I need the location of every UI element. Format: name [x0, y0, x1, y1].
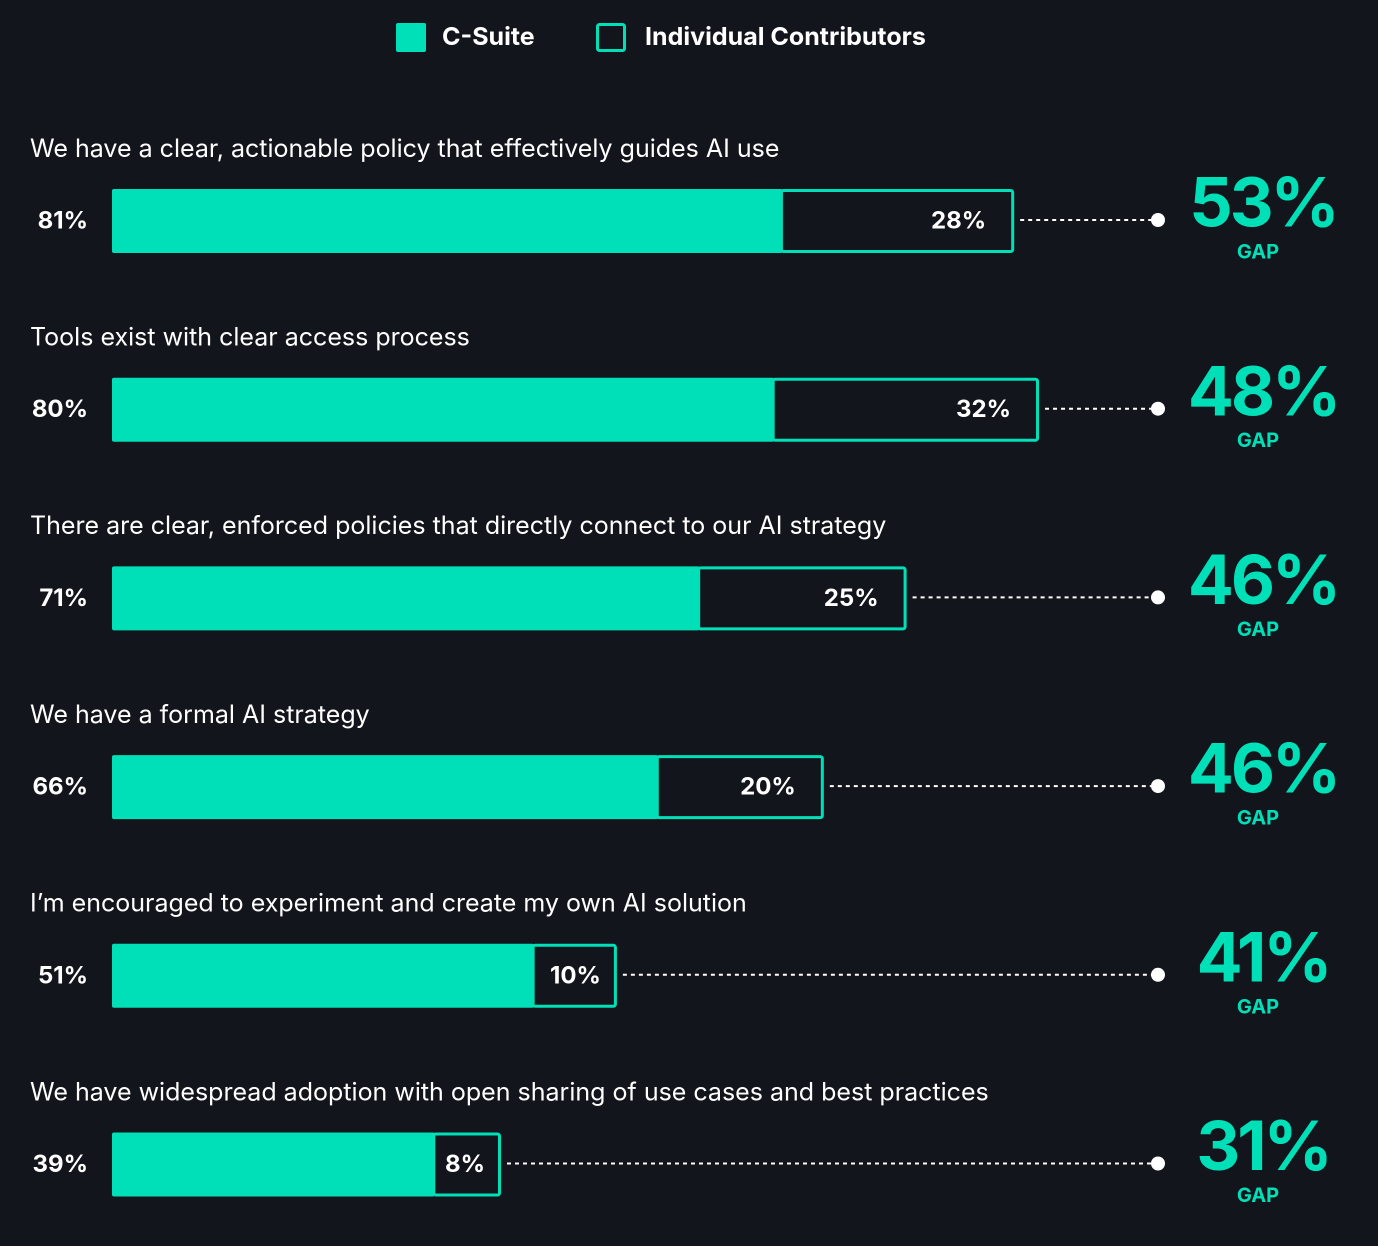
gap-label: GAP — [1237, 239, 1279, 263]
gap-dot — [1151, 967, 1165, 982]
csuite-value-label: 81% — [38, 206, 88, 235]
csuite-value-label: 51% — [38, 960, 88, 989]
category-label: I’m encouraged to experiment and create … — [30, 889, 747, 919]
gap-label: GAP — [1237, 617, 1279, 641]
csuite-value-label: 80% — [32, 394, 88, 423]
csuite-value-label: 66% — [32, 772, 88, 801]
category-label: We have a clear, actionable policy that … — [30, 134, 779, 164]
gap-dot — [1151, 213, 1165, 227]
csuite-value-label: 39% — [33, 1149, 88, 1178]
ic-value-label: 32% — [956, 394, 1011, 423]
gap-dot — [1151, 590, 1165, 605]
gap-label: GAP — [1237, 1183, 1279, 1207]
gap-value: 46% — [1188, 728, 1338, 810]
ic-value-label: 28% — [931, 206, 986, 235]
category-label: Tools exist with clear access process — [30, 323, 470, 353]
legend-swatch — [596, 23, 626, 52]
ic-value-label: 10% — [550, 960, 601, 989]
csuite-bar — [112, 1132, 435, 1197]
ic-value-label: 8% — [445, 1149, 485, 1178]
gap-dot — [1151, 779, 1165, 794]
gap-dot — [1151, 401, 1165, 416]
csuite-bar — [112, 377, 775, 442]
gap-label: GAP — [1237, 806, 1279, 830]
legend-swatch — [396, 23, 426, 52]
csuite-bar — [112, 755, 659, 820]
category-label: We have widespread adoption with open sh… — [30, 1077, 989, 1107]
csuite-value-label: 71% — [39, 583, 88, 612]
legend-label: Individual Contributors — [645, 22, 926, 52]
legend-label: C-Suite — [442, 22, 535, 52]
gap-label: GAP — [1237, 428, 1279, 452]
gap-value: 41% — [1197, 916, 1330, 998]
csuite-bar — [112, 566, 700, 631]
csuite-bar — [112, 943, 535, 1008]
gap-dot — [1151, 1156, 1165, 1171]
gap-label: GAP — [1237, 994, 1279, 1018]
gap-value: 48% — [1188, 350, 1338, 432]
legend: C-Suite Individual Contributors — [396, 22, 926, 52]
ic-value-label: 25% — [824, 583, 879, 612]
csuite-bar — [112, 189, 783, 253]
category-label: There are clear, enforced policies that … — [30, 511, 886, 541]
ic-value-label: 20% — [740, 772, 796, 801]
gap-value: 31% — [1196, 1105, 1329, 1187]
category-label: We have a formal AI strategy — [30, 700, 370, 730]
gap-value: 53% — [1189, 162, 1336, 244]
gap-value: 46% — [1188, 539, 1338, 621]
